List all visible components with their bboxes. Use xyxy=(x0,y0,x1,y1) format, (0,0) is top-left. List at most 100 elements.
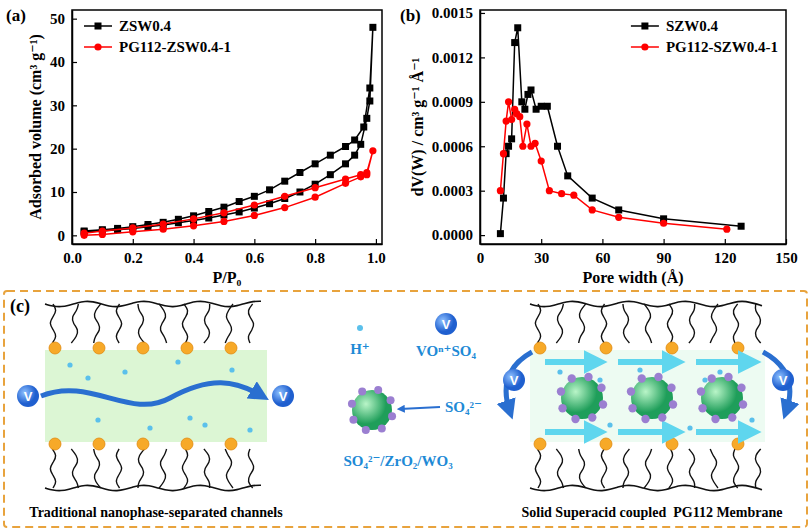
sulfate-group xyxy=(638,374,646,382)
data-point xyxy=(236,198,243,205)
data-point xyxy=(519,143,526,150)
proton-flow-arrow xyxy=(696,429,752,435)
tick-label: 1.0 xyxy=(367,250,386,266)
sulfate-group xyxy=(697,387,705,395)
data-point xyxy=(81,230,88,237)
polymer-strand xyxy=(71,304,78,343)
tick: 0.0012 xyxy=(432,50,485,66)
data-point xyxy=(516,113,523,120)
tick-label: 0.0003 xyxy=(432,183,473,199)
channel-band xyxy=(45,350,267,442)
tick: 0.4 xyxy=(185,239,204,266)
vanadium-ion: V xyxy=(272,385,294,407)
series-line xyxy=(84,151,373,236)
marker-shape xyxy=(236,198,243,205)
marker-shape xyxy=(369,147,376,154)
tick-label: 0.0015 xyxy=(432,5,473,21)
ion-label: V xyxy=(24,389,33,404)
data-point xyxy=(99,227,106,234)
data-point xyxy=(544,103,551,110)
diagram-legend: H⁺VVOⁿ⁺SO₄SO₄²⁻SO₄²⁻/ZrO₂/WO₃ xyxy=(343,313,482,469)
data-point xyxy=(497,230,504,237)
proton-dot xyxy=(95,417,100,422)
tick-label: 90 xyxy=(657,250,672,266)
marker-shape xyxy=(327,171,334,178)
y-axis-title: dV(W) / cm³ g⁻¹ Å⁻¹ xyxy=(409,57,427,196)
marker-shape xyxy=(508,135,515,142)
particle-core xyxy=(352,390,392,430)
tick-mark xyxy=(480,57,485,58)
sulfate-group xyxy=(698,404,706,412)
series-line xyxy=(84,27,373,232)
tick: 0 xyxy=(58,228,78,244)
plot-frame xyxy=(480,10,786,244)
polymer-strand xyxy=(535,304,540,343)
tick-mark xyxy=(602,239,603,244)
tick: 30 xyxy=(50,98,77,114)
tick-mark xyxy=(480,13,485,14)
tick: 0.0009 xyxy=(432,94,485,110)
tick: 60 xyxy=(595,239,610,266)
tick-mark xyxy=(72,149,77,150)
polymer-strand xyxy=(644,449,651,488)
tick-label: 0.6 xyxy=(245,250,264,266)
tick-mark xyxy=(663,239,664,244)
data-point xyxy=(511,39,518,46)
data-point xyxy=(738,223,745,230)
marker-shape xyxy=(554,143,561,150)
tick-label: 0.0000 xyxy=(432,227,473,243)
tick-mark xyxy=(315,239,316,244)
marker-shape xyxy=(160,220,167,227)
data-point xyxy=(564,172,571,179)
polymer-strand xyxy=(204,304,210,343)
data-point xyxy=(327,171,334,178)
marker-shape xyxy=(497,187,504,194)
tick-mark xyxy=(480,102,485,103)
data-point xyxy=(296,169,303,176)
data-point xyxy=(342,175,349,182)
tick: 50 xyxy=(50,11,77,27)
marker-shape xyxy=(363,115,370,122)
polymer-strand xyxy=(556,449,563,488)
marker-shape xyxy=(281,204,288,211)
sulfonic-group xyxy=(181,342,193,354)
tick: 0.6 xyxy=(245,239,264,266)
data-point xyxy=(546,187,553,194)
polymer-strand xyxy=(689,304,695,343)
sulfate-group xyxy=(571,415,579,423)
legend-marker xyxy=(95,23,102,30)
sulfate-group xyxy=(358,387,366,395)
proton-dot xyxy=(85,375,90,380)
sulfate-group xyxy=(724,373,732,381)
data-point xyxy=(312,160,319,167)
marker-shape xyxy=(514,24,521,31)
polymer-strand xyxy=(733,449,738,488)
data-point xyxy=(114,225,121,232)
tick: 0.0000 xyxy=(432,227,485,243)
legend-label: SO₄²⁻/ZrO₂/WO₃ xyxy=(343,453,453,469)
sulfate-group xyxy=(627,387,635,395)
tick-label: 60 xyxy=(595,250,610,266)
legend-entry: PG112-ZSW0.4-1 xyxy=(84,39,231,55)
marker-shape xyxy=(190,215,197,222)
data-point xyxy=(342,143,349,150)
legend-entry: PG112-SZW0.4-1 xyxy=(631,39,778,55)
legend-label: SO₄²⁻ xyxy=(445,399,482,415)
particle-core xyxy=(631,377,673,419)
data-point xyxy=(615,214,622,221)
tick: 10 xyxy=(50,184,77,200)
x-axis: 0306090120150 xyxy=(477,239,798,266)
data-point xyxy=(508,116,515,123)
polymer-strand xyxy=(138,304,144,343)
marker-shape xyxy=(564,172,571,179)
marker-shape xyxy=(523,120,530,127)
ion-circle xyxy=(435,313,457,335)
tick: 20 xyxy=(50,141,77,157)
sulfonic-group xyxy=(49,342,61,354)
superacid-membrane: VVSolid Superacid coupled PG112 Membrane xyxy=(503,301,794,520)
polymer-strand xyxy=(755,304,760,343)
ion-circle xyxy=(272,385,294,407)
polymer-strand xyxy=(50,304,55,343)
polymer-strand xyxy=(116,304,121,343)
axis-line xyxy=(72,11,74,245)
